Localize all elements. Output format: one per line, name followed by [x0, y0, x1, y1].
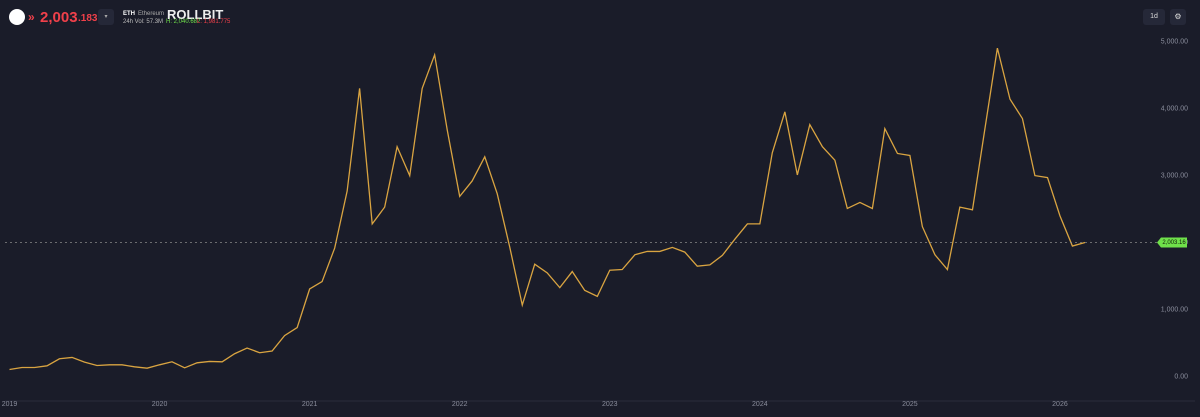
- x-tick-label: 2024: [752, 401, 768, 408]
- x-tick-label: 2026: [1052, 401, 1068, 408]
- high: H: 2,040.682: [166, 19, 201, 25]
- x-tick-label: 2019: [2, 401, 18, 408]
- y-tick-label: 4,000.00: [1161, 105, 1188, 112]
- x-tick-label: 2022: [452, 401, 468, 408]
- symbol-dropdown[interactable]: ▾: [98, 9, 114, 25]
- y-tick-label: 0.00: [1174, 374, 1188, 381]
- symbol: ETH: [123, 11, 135, 17]
- brand: ROLLBIT: [167, 7, 224, 22]
- last-price-label: 2,003.16: [1162, 240, 1186, 246]
- x-tick-label: 2025: [902, 401, 918, 408]
- y-tick-label: 5,000.00: [1161, 38, 1188, 45]
- price-line: [9, 47, 1086, 371]
- eth-icon: [9, 9, 25, 25]
- y-tick-label: 3,000.00: [1161, 172, 1188, 179]
- price-decimals: .183: [78, 13, 98, 24]
- y-tick-label: 1,000.00: [1161, 307, 1188, 314]
- x-tick-label: 2021: [302, 401, 318, 408]
- header: » 2,003 .183 ▾ ETH Ethereum ROLLBIT 24h …: [0, 0, 1200, 34]
- low: L: 1,981.775: [197, 19, 231, 25]
- interval-button[interactable]: 1d: [1143, 9, 1165, 25]
- x-tick-label: 2020: [152, 401, 168, 408]
- volume: 24h Vol: 57.3M: [123, 19, 164, 25]
- asset-name: Ethereum: [138, 11, 165, 17]
- settings-button[interactable]: ⚙: [1170, 9, 1186, 25]
- last-price-tag: [1157, 237, 1187, 248]
- x-tick-label: 2023: [602, 401, 618, 408]
- down-arrow: »: [28, 10, 35, 24]
- price-main: 2,003: [40, 9, 78, 26]
